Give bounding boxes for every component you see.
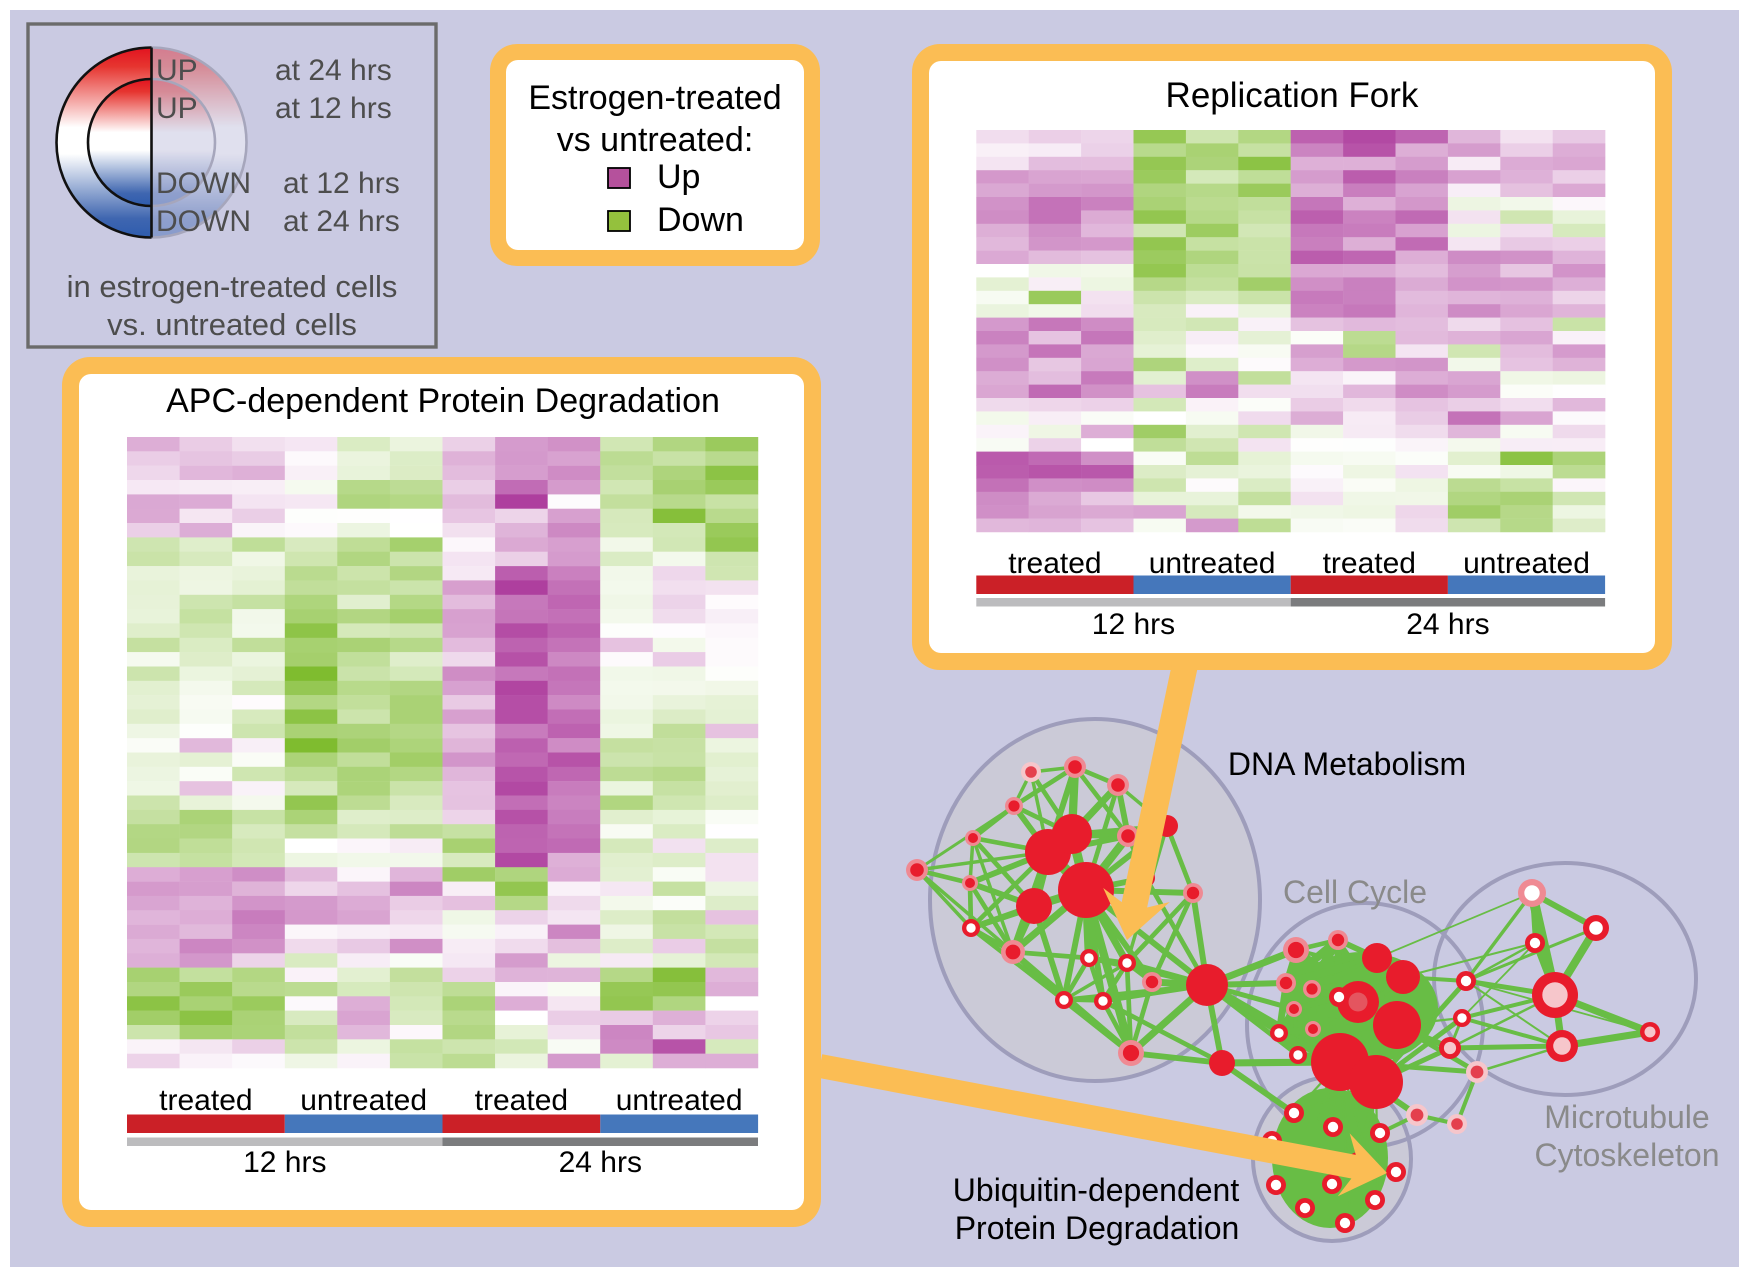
svg-text:at 24 hrs: at 24 hrs bbox=[275, 54, 392, 87]
svg-text:APC-dependent Protein Degradat: APC-dependent Protein Degradation bbox=[166, 382, 720, 420]
svg-text:untreated: untreated bbox=[616, 1084, 743, 1117]
svg-text:Estrogen-treated: Estrogen-treated bbox=[528, 79, 781, 117]
svg-text:Ubiquitin-dependent: Ubiquitin-dependent bbox=[953, 1172, 1240, 1208]
svg-text:vs. untreated cells: vs. untreated cells bbox=[107, 307, 357, 342]
svg-text:Up: Up bbox=[657, 158, 700, 196]
svg-text:Cell Cycle: Cell Cycle bbox=[1283, 874, 1427, 910]
svg-text:untreated: untreated bbox=[300, 1084, 427, 1117]
svg-text:treated: treated bbox=[1323, 547, 1416, 580]
svg-text:at 12 hrs: at 12 hrs bbox=[283, 167, 400, 200]
svg-text:at 24 hrs: at 24 hrs bbox=[283, 205, 400, 238]
svg-text:Down: Down bbox=[657, 201, 744, 239]
svg-text:treated: treated bbox=[475, 1084, 568, 1117]
svg-text:DNA Metabolism: DNA Metabolism bbox=[1228, 746, 1466, 782]
svg-text:vs untreated:: vs untreated: bbox=[557, 121, 754, 159]
svg-text:24 hrs: 24 hrs bbox=[559, 1146, 642, 1179]
svg-text:Cytoskeleton: Cytoskeleton bbox=[1535, 1137, 1720, 1173]
svg-text:untreated: untreated bbox=[1463, 547, 1590, 580]
svg-text:in estrogen-treated cells: in estrogen-treated cells bbox=[67, 269, 398, 304]
svg-text:12 hrs: 12 hrs bbox=[1092, 608, 1175, 641]
svg-text:at 12 hrs: at 12 hrs bbox=[275, 92, 392, 125]
svg-text:Replication Fork: Replication Fork bbox=[1166, 76, 1419, 115]
svg-text:Microtubule: Microtubule bbox=[1544, 1099, 1709, 1135]
svg-text:24 hrs: 24 hrs bbox=[1406, 608, 1489, 641]
svg-text:treated: treated bbox=[1008, 547, 1101, 580]
svg-text:untreated: untreated bbox=[1149, 547, 1276, 580]
svg-text:UP: UP bbox=[156, 92, 198, 125]
svg-text:12 hrs: 12 hrs bbox=[243, 1146, 326, 1179]
svg-text:DOWN: DOWN bbox=[156, 167, 251, 200]
svg-text:treated: treated bbox=[159, 1084, 252, 1117]
svg-text:UP: UP bbox=[156, 54, 198, 87]
svg-text:DOWN: DOWN bbox=[156, 205, 251, 238]
svg-text:Protein Degradation: Protein Degradation bbox=[955, 1210, 1240, 1246]
